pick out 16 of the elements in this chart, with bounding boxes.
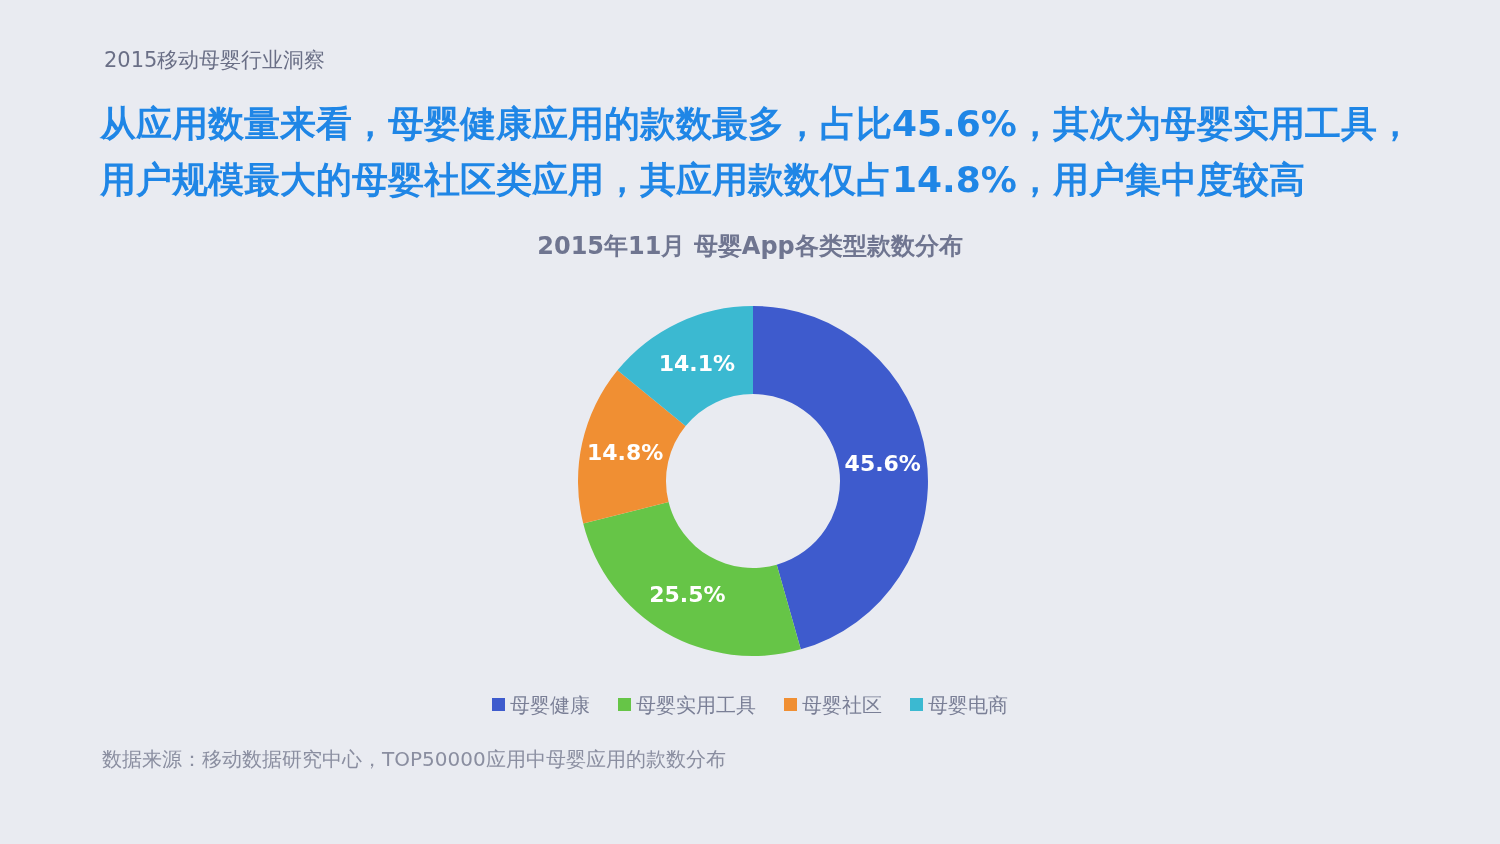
donut-slice (753, 306, 928, 650)
legend-label: 母婴电商 (928, 693, 1008, 717)
data-label: 14.8% (586, 440, 664, 466)
data-label: 25.5% (649, 582, 726, 608)
data-label: 45.6% (844, 450, 921, 476)
legend-label: 母婴社区 (802, 693, 882, 717)
legend-label: 母婴健康 (510, 693, 590, 717)
donut-slice (578, 370, 686, 524)
chart-subtitle: 从应用数量来看，母婴健康应用的款数最多，占比45.6%，其次为母婴实用工具，用户规模最大的母婴社区类应用，其应用款数仅占14.8%，用户集中度较高 (100, 102, 1414, 202)
legend-label: 母婴实用工具 (636, 693, 756, 717)
source-note: 数据来源：移动数据研究中心，TOP50000应用中母婴应用的款数分布 (102, 746, 726, 773)
data-label: 14.1% (658, 350, 736, 376)
chart-title: 2015年11月 母婴App各类型款数分布 (536, 231, 964, 262)
text: 2015移动母婴行业洞察 (104, 47, 326, 74)
donut-slice (583, 502, 801, 656)
donut-slice (617, 306, 753, 426)
